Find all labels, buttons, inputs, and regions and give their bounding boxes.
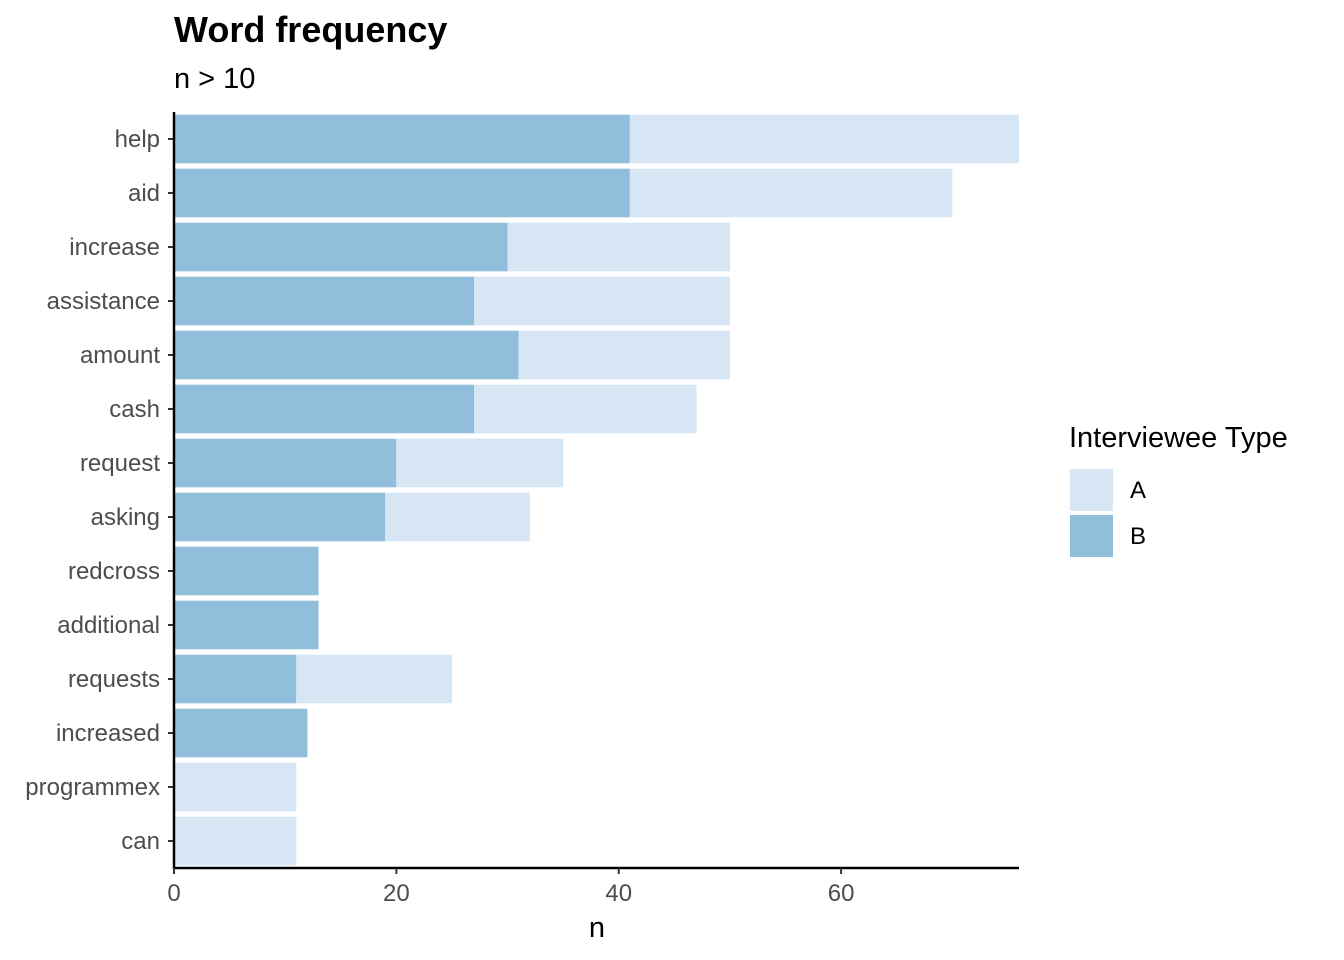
bar-additional-b	[174, 600, 319, 650]
legend-label-a: A	[1130, 477, 1146, 504]
bar-cash-a	[474, 384, 697, 434]
y-tick-label-requests: requests	[68, 666, 160, 693]
y-tick-label-increased: increased	[56, 720, 160, 747]
y-tick-label-can: can	[121, 828, 160, 855]
legend-label-b: B	[1130, 523, 1146, 550]
bar-request-a	[396, 438, 564, 488]
bar-can-a	[174, 816, 297, 866]
y-tick-label-programmex: programmex	[25, 774, 160, 801]
bar-help-b	[174, 114, 630, 164]
bar-requests-b	[174, 654, 297, 704]
x-tick-label-0: 0	[167, 880, 180, 907]
bar-amount-a	[518, 330, 730, 380]
bar-amount-b	[174, 330, 519, 380]
bar-help-a	[629, 114, 1019, 164]
x-axis: 0 20 40 60	[167, 866, 1019, 907]
y-tick-label-redcross: redcross	[68, 558, 160, 585]
x-tick-label-40: 40	[605, 880, 632, 907]
y-tick-label-additional: additional	[57, 612, 160, 639]
y-tick-label-help: help	[115, 126, 160, 153]
x-tick-label-60: 60	[828, 880, 855, 907]
bar-asking-b	[174, 492, 386, 542]
bar-increase-a	[507, 222, 730, 272]
bar-asking-a	[385, 492, 530, 542]
chart-title: Word frequency	[174, 9, 447, 50]
bar-request-b	[174, 438, 397, 488]
y-tick-label-request: request	[80, 450, 160, 477]
bar-redcross-b	[174, 546, 319, 596]
legend-key-a	[1070, 469, 1113, 511]
bars-layer	[174, 114, 1019, 866]
bar-assistance-a	[474, 276, 730, 326]
bar-cash-b	[174, 384, 475, 434]
chart-subtitle: n > 10	[174, 63, 255, 95]
bar-aid-a	[629, 168, 953, 218]
y-tick-label-amount: amount	[80, 342, 160, 369]
legend: Interviewee Type AB	[1069, 422, 1288, 557]
bar-increased-b	[174, 708, 308, 758]
y-tick-label-increase: increase	[69, 234, 160, 261]
y-tick-label-aid: aid	[128, 180, 160, 207]
y-tick-label-assistance: assistance	[47, 288, 160, 315]
y-tick-label-asking: asking	[91, 504, 160, 531]
x-axis-title: n	[589, 912, 605, 944]
bar-increase-b	[174, 222, 508, 272]
legend-title: Interviewee Type	[1069, 422, 1288, 454]
y-tick-label-cash: cash	[109, 396, 160, 423]
legend-key-b	[1070, 515, 1113, 557]
bar-requests-a	[296, 654, 452, 704]
x-tick-label-20: 20	[383, 880, 410, 907]
bar-assistance-b	[174, 276, 475, 326]
bar-aid-b	[174, 168, 630, 218]
bar-programmex-a	[174, 762, 297, 812]
y-axis: help aid increase assistance amount cash reque…	[25, 112, 176, 869]
